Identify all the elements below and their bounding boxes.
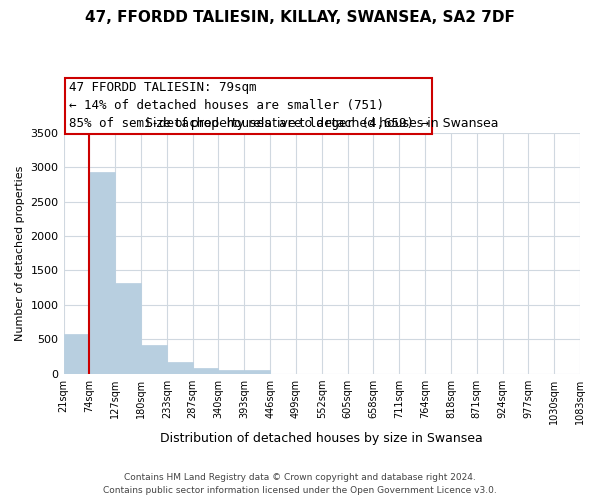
Text: 47 FFORDD TALIESIN: 79sqm
← 14% of detached houses are smaller (751)
85% of semi: 47 FFORDD TALIESIN: 79sqm ← 14% of detac… [69, 82, 429, 130]
Bar [244, 370, 270, 374]
X-axis label: Distribution of detached houses by size in Swansea: Distribution of detached houses by size … [160, 432, 483, 445]
Bar [193, 368, 218, 374]
Y-axis label: Number of detached properties: Number of detached properties [15, 166, 25, 341]
Bar [141, 344, 167, 374]
Bar [218, 370, 244, 374]
Text: Contains HM Land Registry data © Crown copyright and database right 2024.
Contai: Contains HM Land Registry data © Crown c… [103, 474, 497, 495]
Bar [64, 334, 89, 374]
Title: Size of property relative to detached houses in Swansea: Size of property relative to detached ho… [145, 118, 499, 130]
Bar [89, 172, 115, 374]
Text: 47, FFORDD TALIESIN, KILLAY, SWANSEA, SA2 7DF: 47, FFORDD TALIESIN, KILLAY, SWANSEA, SA… [85, 10, 515, 25]
Bar [115, 284, 141, 374]
Bar [167, 362, 193, 374]
